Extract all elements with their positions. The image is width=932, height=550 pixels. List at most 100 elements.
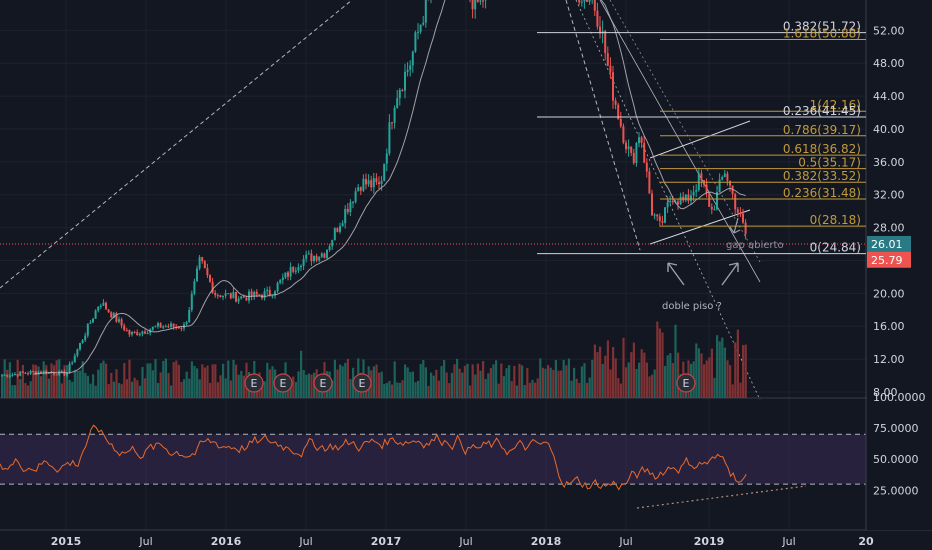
candle-body — [370, 180, 373, 188]
candle-body — [34, 371, 37, 375]
candle-body — [68, 363, 71, 373]
volume-bar — [580, 366, 583, 398]
volume-bar — [531, 379, 534, 398]
volume-bar — [557, 370, 560, 398]
volume-bar — [695, 343, 698, 398]
candle-body — [656, 214, 659, 217]
volume-bar — [435, 369, 438, 398]
volume-bar — [105, 363, 108, 398]
volume-bar — [110, 372, 113, 398]
candle-body — [625, 142, 627, 150]
candle-body — [352, 201, 354, 203]
channel-line-dotted — [609, 0, 761, 263]
volume-bar — [656, 321, 659, 398]
volume-bar — [526, 368, 529, 398]
volume-bar — [167, 373, 170, 398]
earnings-marker: E — [244, 373, 264, 393]
candle-body — [253, 291, 256, 297]
volume-bar — [206, 365, 209, 398]
candle-body — [115, 313, 118, 322]
candle-body — [344, 208, 347, 224]
volume-bar — [133, 377, 136, 398]
candle-body — [27, 373, 29, 375]
volume-bar — [627, 362, 630, 398]
candle-body — [396, 98, 399, 108]
volume-bar — [411, 371, 414, 398]
gap-annotation: gap abierto — [726, 240, 784, 251]
candle-body — [643, 142, 646, 163]
time-tick-label: 2018 — [531, 535, 562, 548]
volume-bar — [393, 361, 396, 398]
candle-body — [144, 331, 146, 334]
candle-body — [250, 291, 253, 297]
candle-body — [328, 246, 331, 250]
candle-body — [479, 0, 482, 2]
earnings-marker: E — [273, 373, 293, 393]
volume-bar — [154, 359, 157, 398]
candle-body — [578, 0, 581, 3]
candle-body — [245, 297, 248, 301]
candle-body — [97, 306, 100, 311]
volume-bar — [175, 360, 178, 398]
rsi-tick-label: 75.0000 — [873, 422, 919, 435]
candle-body — [172, 323, 175, 327]
time-tick-label: 2016 — [211, 535, 242, 548]
rsi-trendline — [636, 485, 807, 509]
volume-bar — [648, 376, 651, 398]
candle-body — [32, 370, 35, 372]
volume-bar — [513, 365, 516, 398]
volume-bar — [505, 368, 508, 398]
time-tick-label: Jul — [781, 535, 795, 548]
volume-bar — [229, 380, 232, 398]
time-axis: 2015 Jul 2016 Jul 2017 Jul 2018 Jul 2019 Jul 20 — [51, 535, 874, 548]
volume-bar — [437, 380, 440, 398]
volume-bar — [734, 342, 737, 398]
volume-bar — [578, 382, 581, 398]
candle-body — [242, 296, 245, 298]
volume-bar — [92, 374, 95, 398]
candle-body — [367, 180, 370, 185]
candle-body — [167, 326, 170, 328]
rsi-line — [0, 424, 747, 491]
candle-body — [263, 291, 266, 299]
time-tick-label: 20 — [858, 535, 874, 548]
volume-bar — [232, 359, 235, 398]
volume-bar — [674, 324, 677, 398]
volume-bar — [450, 372, 453, 398]
volume-bar — [567, 358, 570, 398]
last-price-label: 26.01 — [871, 238, 903, 251]
time-tick-label: Jul — [138, 535, 152, 548]
volume-bar — [276, 384, 279, 398]
volume-bar — [1, 374, 4, 398]
candle-body — [86, 323, 89, 336]
candle-body — [635, 143, 638, 164]
candle-body — [612, 72, 614, 101]
candle-body — [669, 201, 672, 203]
time-tick-label: 2017 — [371, 535, 402, 548]
volume-bar — [45, 365, 48, 398]
volume-bar — [742, 345, 745, 398]
volume-bar — [476, 363, 479, 398]
candle-body — [588, 0, 591, 2]
fib-level-label: 0(24.84) — [810, 241, 861, 255]
volume-bar — [586, 382, 589, 398]
candle-body — [393, 107, 396, 123]
volume-bar — [635, 368, 638, 398]
volume-bar — [552, 369, 555, 398]
candle-body — [638, 137, 640, 144]
candle-body — [339, 226, 341, 232]
price-tick-label: 40.00 — [873, 123, 905, 136]
volume-bar — [136, 380, 139, 398]
candle-body — [14, 373, 16, 375]
volume-bar — [562, 359, 565, 398]
volume-bar — [99, 363, 102, 398]
candle-body — [297, 267, 300, 271]
moving-average — [33, 0, 746, 375]
volume-bar — [177, 364, 180, 398]
volume-bar — [341, 366, 344, 398]
volume-bar — [396, 382, 399, 398]
candle-body — [123, 325, 126, 331]
volume-bar — [536, 378, 539, 398]
candle-body — [300, 265, 302, 268]
